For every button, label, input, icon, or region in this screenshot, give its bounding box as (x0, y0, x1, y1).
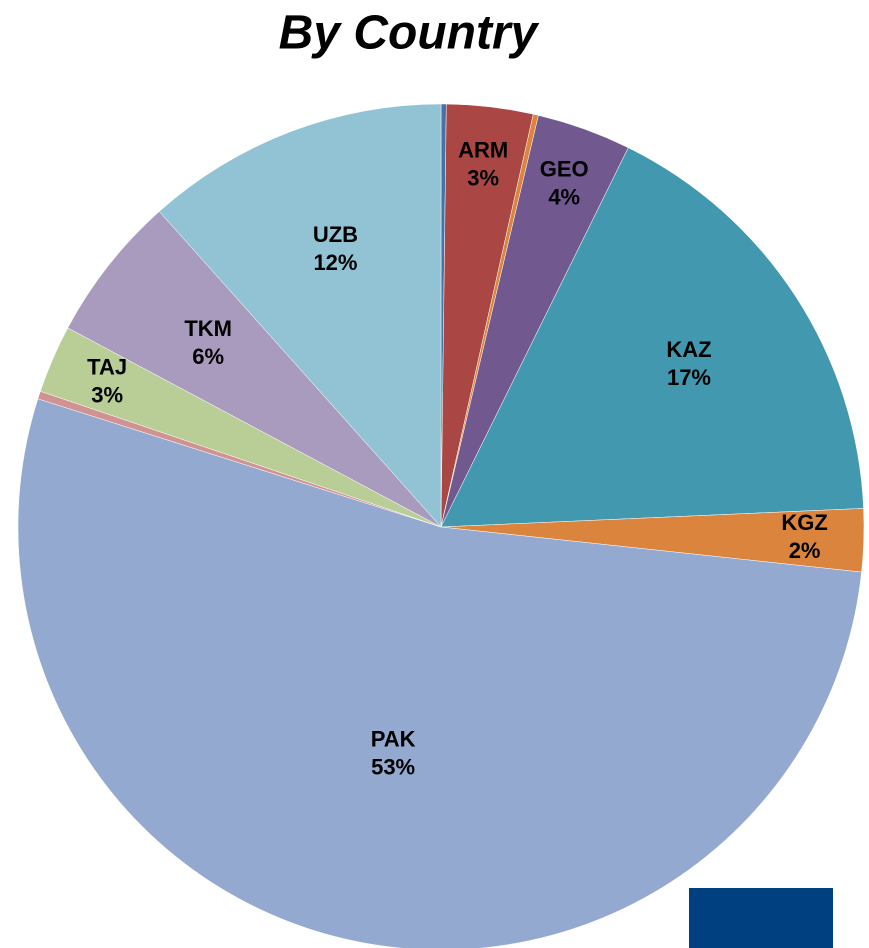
chart-title: By Country (279, 7, 540, 60)
pie-slice (158, 103, 442, 528)
slice-category-label: TAJ (87, 354, 127, 379)
pie (17, 103, 865, 948)
corner-block (689, 888, 833, 948)
slice-category-label: KGZ (781, 510, 827, 535)
slice-value-label: 6% (192, 344, 224, 369)
slice-category-label: PAK (371, 726, 416, 751)
slice-value-label: 4% (548, 185, 580, 210)
pie-slice (440, 147, 864, 528)
pie-slice (17, 398, 862, 948)
slice-category-label: GEO (540, 157, 589, 182)
slice-value-label: 17% (667, 365, 711, 390)
slice-value-label: 12% (313, 250, 357, 275)
slice-value-label: 2% (789, 538, 821, 563)
slice-value-label: 53% (371, 754, 415, 779)
slice-category-label: UZB (313, 222, 358, 247)
slice-category-label: KAZ (666, 337, 711, 362)
slice-value-label: 3% (91, 382, 123, 407)
pie-slice (67, 211, 442, 528)
slice-value-label: 3% (467, 165, 499, 190)
slice-category-label: TKM (184, 316, 232, 341)
data-labels: ARM 3% GEO 4% KAZ 17% KGZ 2% PAK 53% TAJ 3% TKM 6% UZB… (87, 137, 828, 779)
slice-category-label: ARM (458, 137, 508, 162)
